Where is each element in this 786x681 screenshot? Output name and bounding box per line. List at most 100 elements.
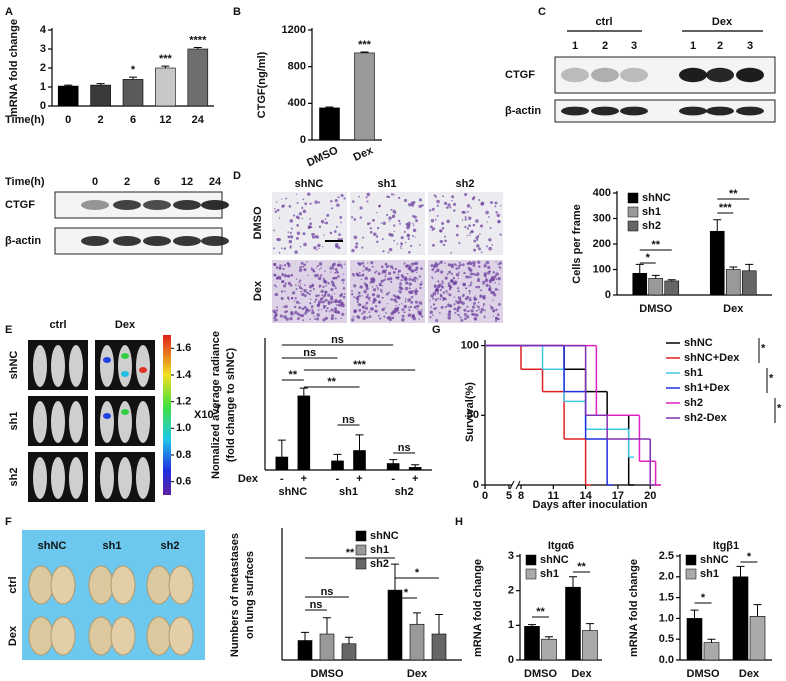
stained-cell: [387, 251, 390, 254]
stained-cell: [463, 312, 467, 316]
group-sign: +: [412, 473, 418, 485]
stained-cell: [432, 292, 437, 296]
row-label: Dex: [7, 625, 19, 646]
stained-cell: [414, 280, 417, 283]
lane-label: 12: [181, 176, 193, 188]
stained-cell: [334, 243, 339, 247]
stained-cell: [316, 313, 320, 317]
stained-cell: [367, 296, 371, 300]
axis-break: [509, 480, 515, 490]
mouse: [118, 401, 132, 443]
stained-cell: [429, 209, 432, 212]
bar: [341, 643, 357, 661]
bar: [275, 456, 289, 471]
stained-cell: [368, 315, 372, 319]
stained-cell: [440, 305, 444, 309]
stained-cell: [448, 288, 452, 291]
stained-cell: [390, 193, 394, 196]
stained-cell: [295, 193, 297, 195]
stained-cell: [405, 281, 409, 285]
error-bar: [345, 636, 353, 644]
stained-cell: [355, 242, 359, 246]
stained-cell: [412, 224, 415, 227]
stained-cell: [408, 250, 411, 254]
y-tick-label: 100: [593, 263, 611, 275]
stained-cell: [485, 277, 488, 279]
stained-cell: [498, 261, 502, 265]
stained-cell: [441, 226, 445, 230]
stained-cell: [399, 245, 402, 248]
stained-cell: [299, 302, 301, 304]
stained-cell: [279, 264, 282, 267]
stained-cell: [290, 273, 294, 277]
stained-cell: [482, 305, 485, 307]
stained-cell: [330, 271, 332, 273]
blot-band: [561, 106, 589, 116]
stained-cell: [420, 309, 423, 311]
stained-cell: [288, 263, 291, 266]
stained-cell: [324, 290, 327, 294]
stained-cell: [279, 277, 282, 281]
stained-cell: [343, 273, 345, 275]
stained-cell: [484, 278, 489, 283]
blot-band: [113, 200, 141, 210]
stained-cell: [446, 206, 449, 209]
stained-cell: [401, 314, 405, 318]
stained-cell: [322, 318, 326, 322]
stained-cell: [353, 274, 355, 277]
stained-cell: [362, 236, 365, 239]
stained-cell: [429, 300, 431, 302]
stained-cell: [453, 209, 456, 212]
stained-cell: [330, 297, 334, 301]
stained-cell: [312, 288, 315, 291]
stained-cell: [279, 314, 283, 318]
stained-cell: [396, 243, 399, 245]
stained-cell: [398, 196, 401, 200]
stained-cell: [403, 304, 407, 309]
stained-cell: [285, 197, 288, 200]
bar: [90, 84, 111, 107]
stained-cell: [397, 306, 400, 309]
stained-cell: [470, 281, 473, 284]
x-axis-label: Time(h): [5, 114, 45, 126]
stained-cell: [364, 304, 366, 306]
stained-cell: [479, 224, 484, 228]
stained-cell: [397, 311, 400, 314]
stained-cell: [461, 219, 464, 221]
stained-cell: [445, 290, 448, 293]
stained-cell: [394, 295, 398, 299]
stained-cell: [473, 248, 477, 252]
colorbar-label: 1.6: [176, 342, 191, 354]
x-tick-label: sh1: [339, 486, 358, 498]
stained-cell: [298, 212, 303, 216]
stained-cell: [393, 271, 396, 274]
x-tick-label: DMSO: [305, 144, 340, 169]
stained-cell: [324, 218, 327, 220]
lung: [28, 616, 54, 656]
y-axis-label: mRNA fold change: [472, 559, 484, 657]
stained-cell: [307, 192, 311, 196]
stained-cell: [320, 219, 325, 224]
blot-band: [561, 67, 589, 83]
stained-cell: [394, 267, 398, 271]
blot-band: [736, 106, 764, 116]
stained-cell: [380, 289, 383, 292]
lane-label: 0: [92, 176, 98, 188]
significance: *: [415, 567, 420, 579]
stained-cell: [404, 286, 409, 291]
stained-cell: [477, 260, 481, 264]
stained-cell: [360, 278, 363, 281]
stained-cell: [371, 265, 374, 268]
stained-cell: [447, 312, 452, 317]
stained-cell: [408, 282, 412, 286]
stained-cell: [308, 284, 313, 289]
stained-cell: [472, 312, 476, 317]
stained-cell: [365, 287, 369, 291]
lung: [88, 565, 114, 605]
stained-cell: [475, 309, 478, 312]
panel-label: B: [233, 6, 241, 18]
stained-cell: [358, 308, 362, 312]
mouse: [136, 457, 150, 499]
bar: [319, 107, 340, 141]
lung: [88, 616, 114, 656]
